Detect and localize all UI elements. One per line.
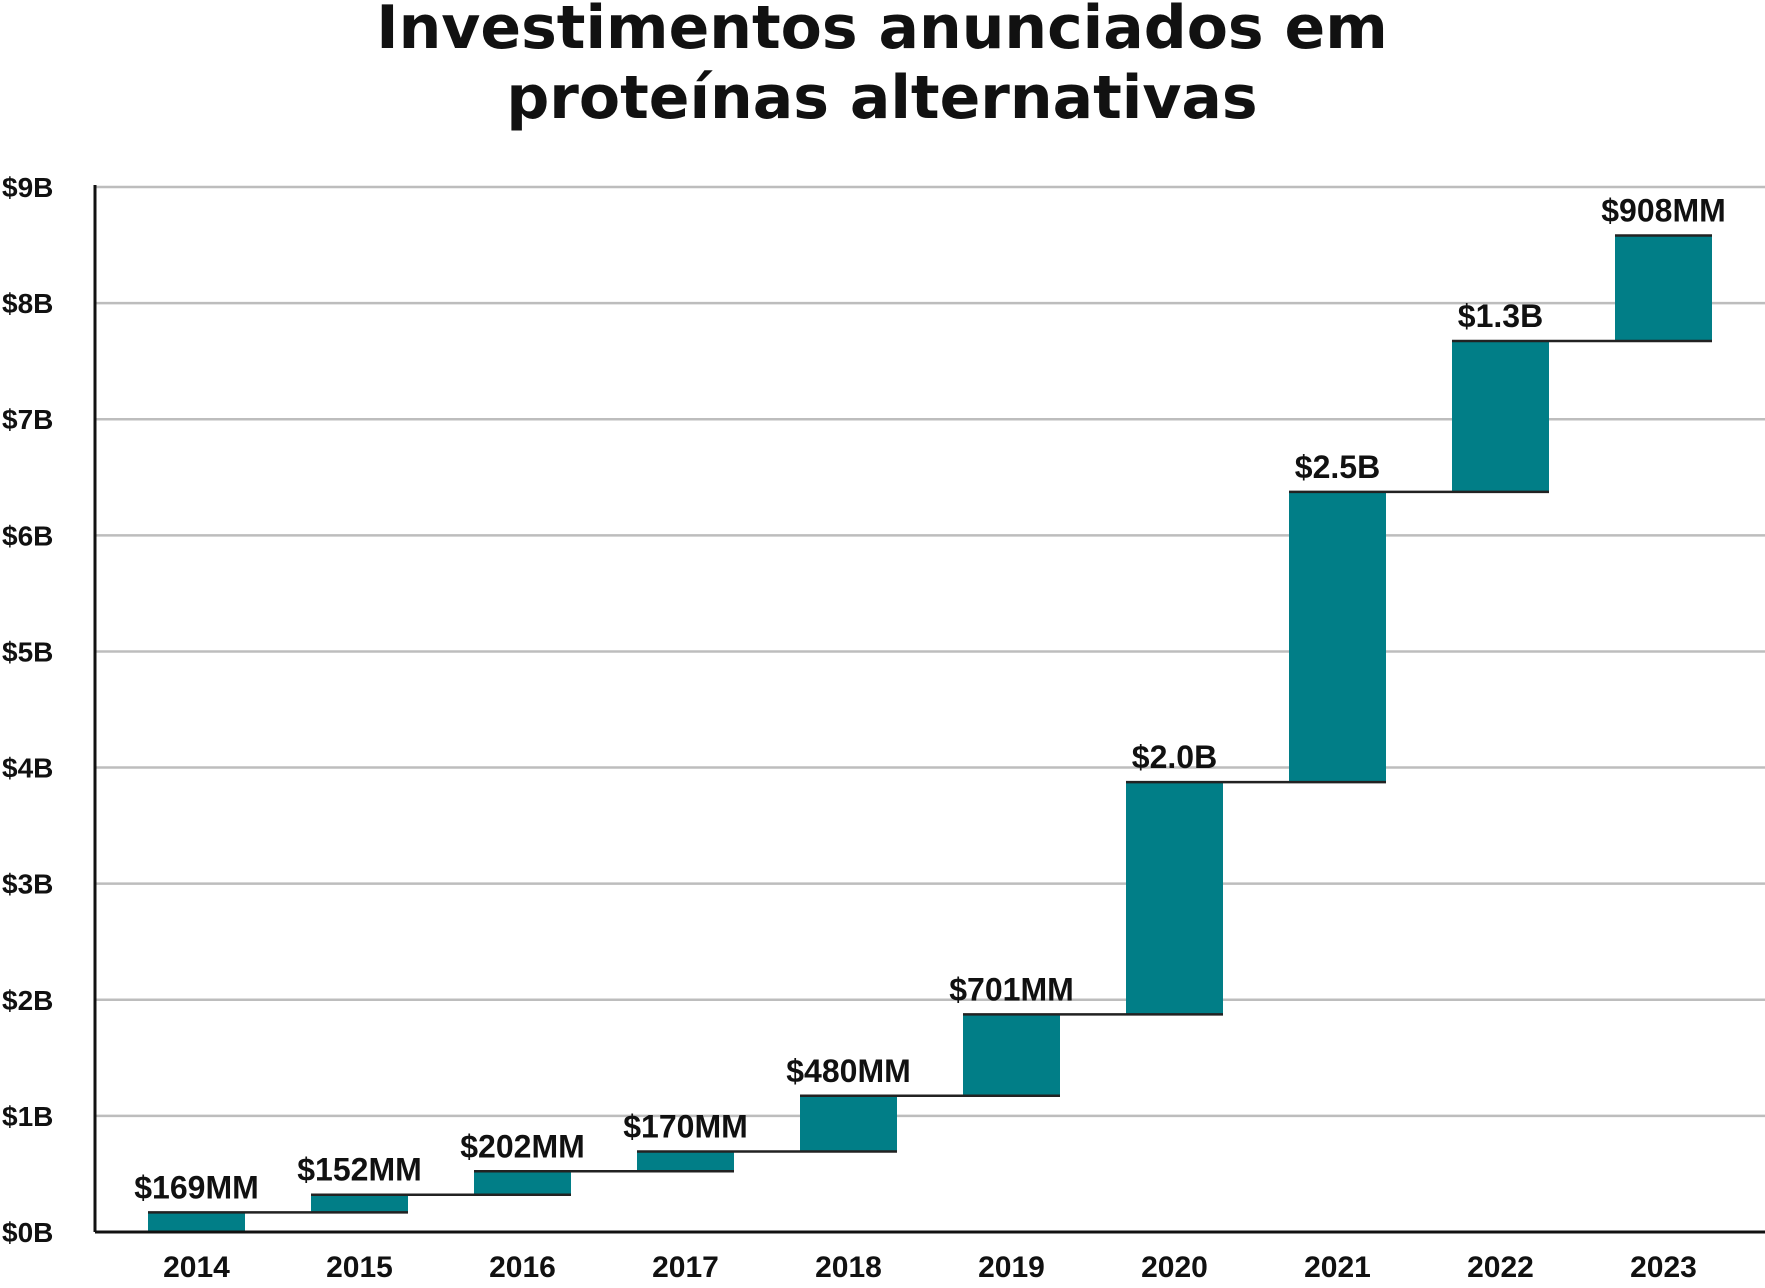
x-tick-label: 2016 — [489, 1251, 556, 1284]
x-tick-label: 2014 — [163, 1251, 230, 1284]
x-tick-label: 2022 — [1467, 1251, 1534, 1284]
x-tick-label: 2021 — [1304, 1251, 1371, 1284]
waterfall-bar — [1289, 491, 1386, 783]
y-tick-label: $0B — [2, 1217, 53, 1248]
y-tick-label: $3B — [2, 869, 53, 900]
y-tick-label: $9B — [2, 172, 53, 203]
bar-value-label: $480MM — [786, 1053, 911, 1089]
bar-value-label: $152MM — [297, 1152, 422, 1188]
y-tick-label: $4B — [2, 753, 53, 784]
x-tick-label: 2015 — [326, 1251, 393, 1284]
x-tick-label: 2018 — [815, 1251, 882, 1284]
x-axis-ticks: 2014 2015 2016 2017 2018 2019 2020 2021 2022 2023 — [163, 1251, 1697, 1284]
bar-value-label: $170MM — [623, 1109, 748, 1145]
bar-value-label: $2.0B — [1132, 739, 1217, 775]
y-axis-ticks: $0B $1B $2B $3B $4B $5B $6B $7B $8B $9B — [2, 172, 53, 1248]
y-tick-label: $7B — [2, 404, 53, 435]
y-tick-label: $2B — [2, 985, 53, 1016]
x-tick-label: 2019 — [978, 1251, 1045, 1284]
waterfall-bar — [963, 1014, 1060, 1096]
waterfall-bar — [474, 1171, 571, 1195]
bar-value-label: $2.5B — [1295, 449, 1380, 485]
gridlines — [95, 185, 1765, 1118]
bar-value-label: $202MM — [460, 1128, 585, 1164]
bar-value-label: $908MM — [1601, 193, 1726, 229]
chart-title-line-1: Investimentos anunciados em — [376, 0, 1387, 63]
waterfall-bar — [1615, 235, 1712, 341]
bar-value-label: $701MM — [949, 971, 1074, 1007]
waterfall-bar — [148, 1212, 245, 1232]
waterfall-bar — [311, 1194, 408, 1213]
bar-labels: $169MM $152MM $202MM $170MM $480MM $701MM $2.0… — [134, 193, 1726, 1206]
x-tick-label: 2017 — [652, 1251, 719, 1284]
bar-value-label: $169MM — [134, 1169, 259, 1205]
waterfall-bar — [637, 1151, 734, 1172]
y-tick-label: $1B — [2, 1101, 53, 1132]
waterfall-bar — [800, 1095, 897, 1152]
x-tick-label: 2023 — [1630, 1251, 1697, 1284]
bar-value-label: $1.3B — [1458, 298, 1543, 334]
y-tick-label: $5B — [2, 636, 53, 667]
chart-title-line-2: proteínas alternativas — [506, 63, 1257, 133]
y-tick-label: $6B — [2, 520, 53, 551]
x-tick-label: 2020 — [1141, 1251, 1208, 1284]
connectors — [148, 234, 1712, 1214]
y-tick-label: $8B — [2, 288, 53, 319]
bars — [148, 235, 1712, 1232]
waterfall-bar — [1452, 340, 1549, 492]
waterfall-bar — [1126, 782, 1223, 1015]
